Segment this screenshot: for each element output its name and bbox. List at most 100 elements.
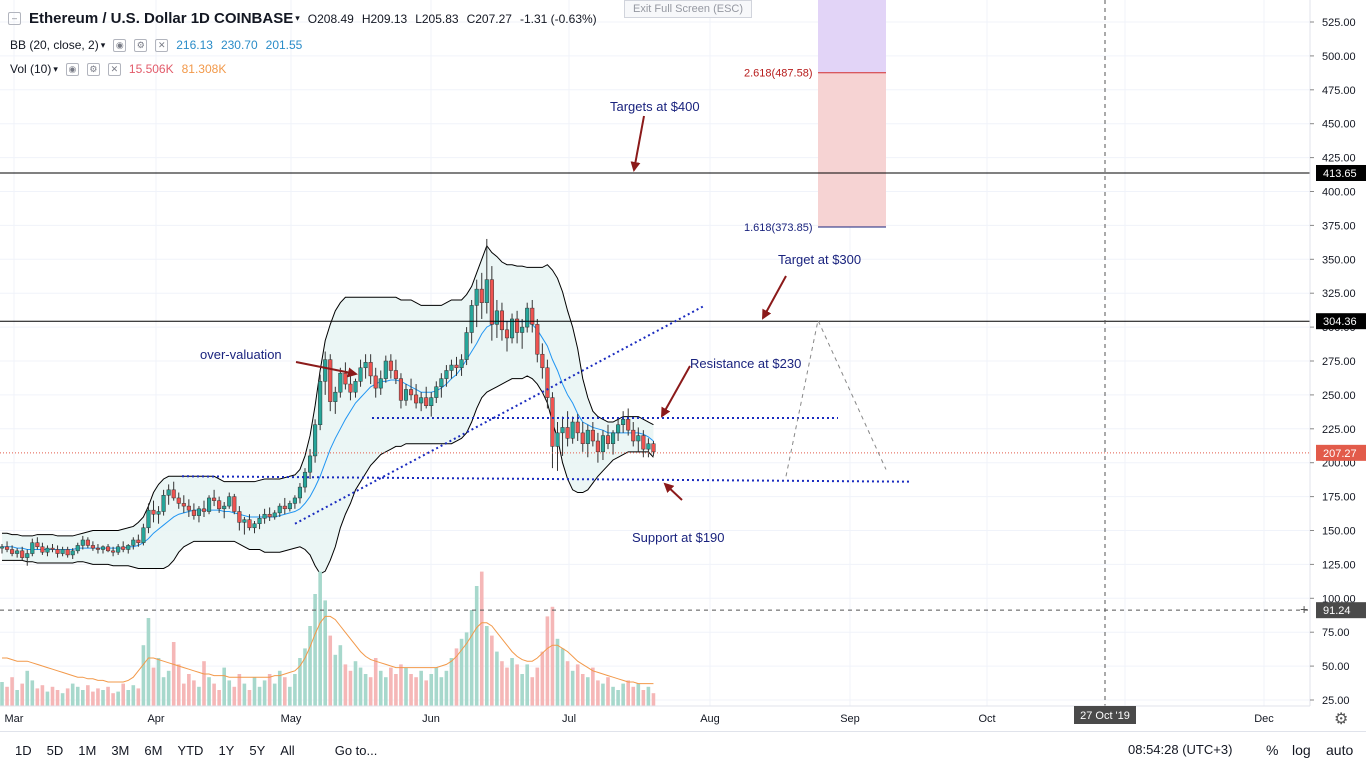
volume-bar — [45, 691, 50, 706]
settings-gear-icon[interactable]: ⚙ — [1334, 711, 1348, 728]
candle-body — [353, 381, 358, 393]
vol-close-icon[interactable]: ✕ — [107, 62, 121, 76]
time-label: May — [281, 713, 302, 725]
volume-bar — [212, 683, 216, 706]
exit-fullscreen-button[interactable]: Exit Full Screen (ESC) — [624, 0, 752, 18]
vol-label[interactable]: Vol (10) — [10, 62, 52, 76]
candle-body — [267, 513, 272, 518]
volume-bar — [565, 661, 570, 706]
candle-body — [277, 505, 282, 514]
dropdown-icon[interactable]: ▾ — [295, 13, 300, 23]
clock[interactable]: 08:54:28 (UTC+3) — [1128, 742, 1233, 757]
label-over-valuation: over-valuation — [200, 347, 282, 362]
candle-body — [641, 435, 646, 450]
time-label: Aug — [700, 713, 720, 725]
volume-bar — [363, 674, 368, 706]
log-toggle[interactable]: log — [1292, 742, 1311, 758]
volume-bar — [505, 667, 509, 706]
volume-bar — [96, 688, 100, 706]
volume-bar — [520, 674, 524, 706]
price-tick-label: 150.00 — [1322, 526, 1356, 538]
volume-bar — [469, 610, 474, 706]
timeframe-3m[interactable]: 3M — [111, 743, 130, 758]
bb-eye-icon[interactable]: ◉ — [113, 38, 127, 52]
candle-body — [651, 443, 656, 453]
candle-body — [20, 550, 25, 558]
price-tick-label: 525.00 — [1322, 17, 1356, 29]
bb-dropdown-icon[interactable]: ▾ — [100, 39, 106, 50]
volume-bar — [490, 635, 494, 706]
goto-button[interactable]: Go to... — [334, 743, 378, 758]
bb-label[interactable]: BB (20, close, 2) — [10, 38, 99, 52]
volume-bar — [70, 683, 75, 706]
volume-bar — [232, 686, 237, 706]
candle-body — [90, 545, 95, 549]
volume-bar — [272, 683, 277, 706]
candle-body — [479, 288, 484, 303]
volume-bar — [237, 674, 242, 706]
candle-body — [646, 443, 651, 450]
timeframe-ytd[interactable]: YTD — [177, 743, 204, 758]
bb-close-icon[interactable]: ✕ — [155, 38, 169, 52]
timeframe-all[interactable]: All — [280, 743, 295, 758]
candle-body — [454, 364, 459, 369]
volume-bar — [358, 667, 363, 706]
candle-body — [10, 549, 15, 554]
bb-legend: BB (20, close, 2) ▾ ◉ ⚙ ✕ 216.13 230.70 … — [10, 38, 310, 52]
symbol-title[interactable]: Ethereum / U.S. Dollar 1D COINBASE — [29, 10, 294, 27]
volume-bar — [378, 670, 383, 706]
candle-body — [297, 486, 302, 499]
volume-bars — [0, 571, 656, 706]
volume-bar — [399, 664, 403, 706]
bb-settings-icon[interactable]: ⚙ — [134, 38, 148, 52]
volume-bar — [601, 683, 605, 706]
candle-body — [287, 503, 292, 510]
vol-eye-icon[interactable]: ◉ — [65, 62, 79, 76]
timeframe-5d[interactable]: 5D — [46, 743, 64, 758]
timeframe-6m[interactable]: 6M — [144, 743, 163, 758]
volume-bar — [530, 677, 535, 706]
candle-body — [580, 432, 585, 444]
vol-dropdown-icon[interactable]: ▾ — [53, 63, 58, 74]
candle-body — [409, 389, 414, 396]
vol-settings-icon[interactable]: ⚙ — [86, 62, 100, 76]
volume-bar — [474, 586, 479, 706]
candle-body — [328, 359, 333, 402]
auto-toggle[interactable]: auto — [1326, 742, 1354, 758]
candle-body — [358, 367, 363, 382]
volume-bar — [449, 658, 454, 706]
percent-toggle[interactable]: % — [1266, 742, 1279, 758]
timeframe-1y[interactable]: 1Y — [218, 743, 235, 758]
volume-bar — [35, 688, 40, 706]
volume-bar — [560, 648, 565, 706]
volume-bar — [419, 670, 423, 706]
candle-body — [85, 539, 90, 546]
volume-bar — [161, 677, 166, 706]
timeframe-1m[interactable]: 1M — [78, 743, 97, 758]
price-tick-label: 450.00 — [1322, 119, 1356, 131]
timeframe-1d[interactable]: 1D — [15, 743, 32, 758]
candle-body — [252, 523, 257, 529]
candle-body — [555, 432, 560, 447]
volume-bar — [166, 670, 171, 706]
candle-body — [419, 397, 424, 404]
collapse-icon[interactable]: – — [8, 12, 21, 25]
volume-bar — [171, 642, 176, 706]
ohlc-open: O208.49 — [307, 11, 354, 26]
candle-body — [65, 549, 70, 556]
candle-body — [535, 324, 540, 355]
candle-body — [201, 508, 207, 512]
volume-bar — [298, 658, 302, 706]
volume-bar — [373, 658, 378, 706]
timeframe-5y[interactable]: 5Y — [249, 743, 266, 758]
candle-body — [45, 547, 50, 553]
candle-body — [156, 511, 161, 515]
candle-body — [343, 372, 348, 385]
volume-bar — [75, 686, 80, 706]
candle-body — [257, 518, 262, 524]
candle-body — [378, 378, 383, 389]
candle-body — [434, 386, 439, 398]
volume-bar — [126, 690, 131, 706]
time-cursor-bg — [1074, 706, 1136, 724]
